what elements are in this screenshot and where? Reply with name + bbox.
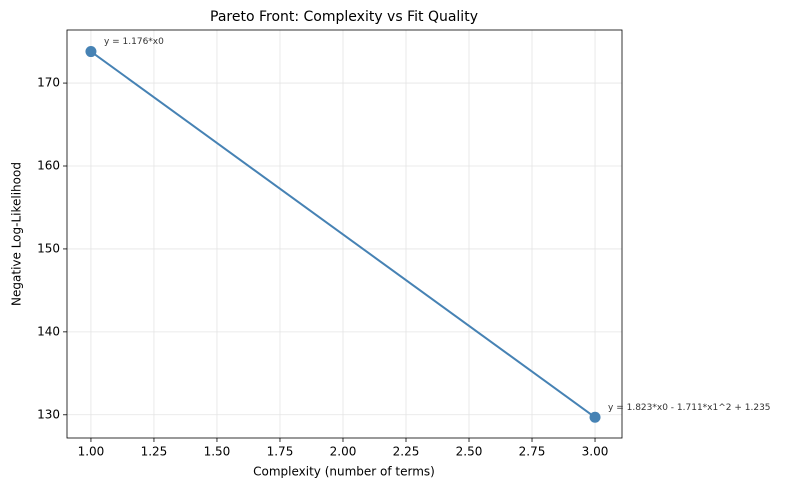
x-tick-label: 1.00 bbox=[78, 445, 105, 459]
plot-frame bbox=[66, 29, 623, 439]
y-tick-label: 160 bbox=[37, 159, 60, 173]
x-tick-label: 2.50 bbox=[456, 445, 483, 459]
x-tick-label: 1.75 bbox=[267, 445, 294, 459]
x-tick-label: 3.00 bbox=[582, 445, 609, 459]
point bbox=[589, 411, 601, 423]
x-tick-label: 1.25 bbox=[141, 445, 168, 459]
x-axis-label: Complexity (number of terms) bbox=[253, 465, 435, 479]
annotation: y = 1.823*x0 - 1.711*x1^2 + 1.235 bbox=[608, 403, 771, 413]
y-tick-label: 130 bbox=[37, 407, 60, 421]
x-tick-label: 1.50 bbox=[204, 445, 231, 459]
y-tick-label: 170 bbox=[37, 76, 60, 90]
annotation: y = 1.176*x0 bbox=[104, 37, 164, 47]
line bbox=[90, 50, 596, 419]
y-axis-label: Negative Log-Likelihood bbox=[10, 162, 24, 306]
point bbox=[85, 46, 97, 58]
y-tick-label: 150 bbox=[37, 241, 60, 255]
x-tick-label: 2.75 bbox=[519, 445, 546, 459]
x-tick-label: 2.00 bbox=[330, 445, 357, 459]
x-tick-label: 2.25 bbox=[393, 445, 420, 459]
chart-title: Pareto Front: Complexity vs Fit Quality bbox=[210, 9, 478, 25]
y-tick-label: 140 bbox=[37, 324, 60, 338]
